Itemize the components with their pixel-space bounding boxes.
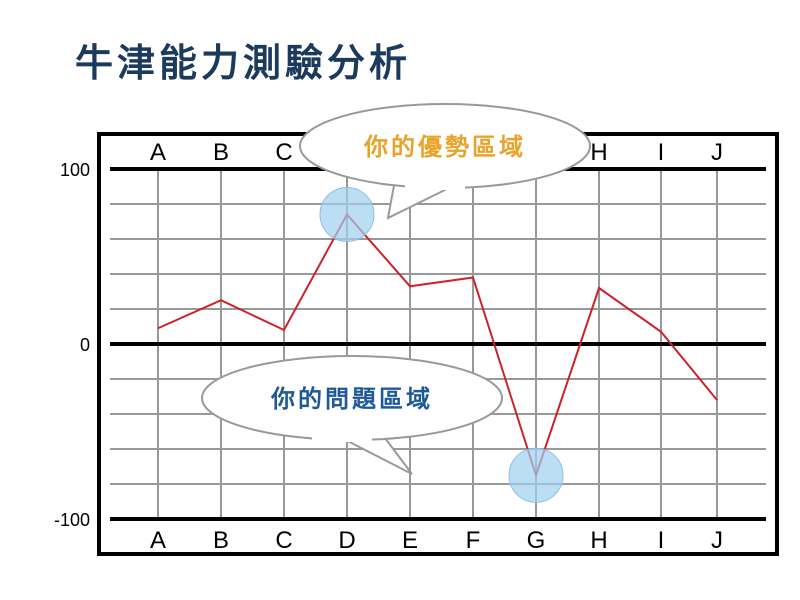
speech-bubble: 你的優勢區域 — [299, 103, 591, 220]
x-tick-label-bottom: B — [213, 527, 229, 554]
x-tick-label-top: B — [213, 139, 229, 166]
x-tick-label-bottom: G — [527, 527, 546, 554]
data-line — [157, 212, 718, 479]
y-tick-label: 100 — [60, 160, 90, 180]
x-tick-label-top: C — [275, 139, 292, 166]
x-tick-label-top: A — [150, 139, 166, 166]
x-tick-label-bottom: H — [590, 527, 607, 554]
x-tick-label-bottom: I — [658, 527, 665, 554]
bubble-join — [405, 176, 465, 190]
x-tick-label-bottom: C — [275, 527, 292, 554]
x-tick-label-bottom: E — [402, 527, 418, 554]
x-tick-label-bottom: A — [150, 527, 166, 554]
speech-bubble: 你的問題區域 — [201, 355, 503, 475]
x-tick-label-top: J — [711, 139, 723, 166]
y-tick-label: 0 — [80, 335, 90, 355]
x-tick-label-top: I — [658, 139, 665, 166]
annotation-label: 你的優勢區域 — [363, 133, 526, 161]
highlight-circle — [508, 447, 564, 503]
x-tick-label-bottom: J — [711, 527, 723, 554]
highlight-circle — [319, 187, 375, 242]
x-tick-label-bottom: F — [466, 527, 481, 554]
annotation-label: 你的問題區域 — [270, 385, 433, 413]
bubble-join — [312, 428, 372, 442]
x-tick-label-top: H — [590, 139, 607, 166]
y-tick-label: -100 — [54, 510, 90, 530]
page-title: 牛津能力測驗分析 — [75, 41, 412, 85]
x-tick-label-bottom: D — [338, 527, 355, 554]
